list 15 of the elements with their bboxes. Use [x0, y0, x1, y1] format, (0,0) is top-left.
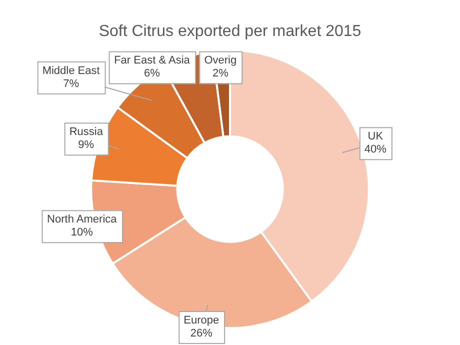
- slice-label: Far East & Asia: [114, 54, 191, 67]
- slice-label: Europe: [184, 314, 220, 327]
- slice-label: Middle East: [42, 64, 100, 77]
- data-label: 26%: [190, 328, 213, 340]
- slice-label: UK: [368, 130, 384, 143]
- slice-label: Russia: [69, 126, 104, 138]
- chart-title: Soft Citrus exported per market 2015: [98, 23, 362, 40]
- data-label: 7%: [63, 78, 80, 90]
- data-label: 9%: [78, 139, 94, 152]
- data-label: 2%: [212, 68, 229, 80]
- data-label: 10%: [70, 226, 94, 239]
- data-label: 6%: [144, 68, 160, 80]
- slice-label: North America: [47, 214, 118, 226]
- data-label: 40%: [364, 144, 387, 156]
- slice-label: Overig: [204, 54, 237, 67]
